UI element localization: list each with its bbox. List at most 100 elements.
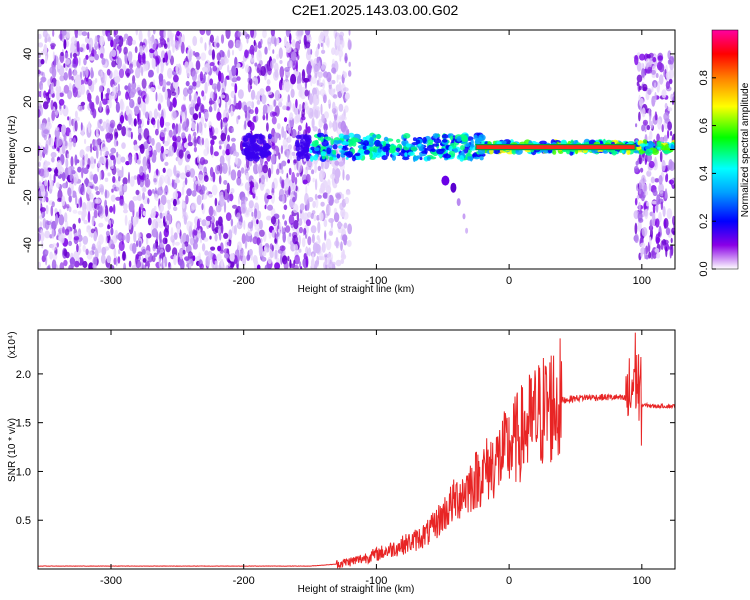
noise-cell: [201, 90, 205, 97]
noise-cell: [38, 118, 41, 130]
snr-y-scale-label: (x10⁴): [7, 331, 18, 358]
noise-cell: [95, 190, 101, 196]
noise-cell: [278, 162, 282, 170]
noise-cell: [222, 116, 228, 124]
tone-cell: [330, 138, 334, 146]
noise-cell: [223, 180, 228, 185]
noise-cell: [658, 74, 664, 85]
noise-cell: [164, 161, 169, 166]
noise-cell: [181, 34, 185, 44]
noise-cell: [298, 218, 303, 227]
noise-cell: [648, 251, 652, 259]
noise-cell: [88, 262, 94, 269]
noise-cell: [211, 49, 215, 61]
noise-cell: [59, 92, 64, 98]
noise-cell: [176, 222, 181, 235]
noise-cell: [228, 69, 232, 81]
noise-cell: [89, 193, 94, 200]
noise-cell: [144, 178, 151, 188]
noise-cell: [265, 85, 271, 93]
noise-cell: [96, 133, 100, 139]
noise-cell: [650, 176, 655, 184]
noise-cell: [235, 151, 240, 157]
noise-cell: [89, 99, 93, 110]
noise-cell: [234, 156, 239, 165]
noise-cell: [128, 171, 130, 184]
noise-cell: [347, 39, 352, 51]
noise-cell: [656, 133, 660, 142]
noise-cell: [178, 35, 182, 48]
noise-cell: [320, 201, 325, 207]
noise-cell: [121, 142, 126, 150]
noise-cell: [128, 260, 132, 268]
tone-cell: [465, 142, 470, 148]
noise-cell: [96, 147, 99, 159]
noise-cell: [118, 68, 125, 79]
noise-cell: [266, 215, 272, 221]
noise-cell: [158, 221, 164, 229]
noise-cell: [303, 77, 310, 83]
noise-cell: [260, 65, 266, 77]
noise-cell: [63, 39, 67, 50]
tone-cell: [381, 155, 388, 161]
x-tick-label: 0: [506, 575, 512, 587]
noise-cell: [227, 64, 230, 73]
noise-cell: [207, 75, 210, 87]
noise-cell: [51, 228, 55, 239]
noise-cell: [641, 107, 646, 118]
noise-cell: [68, 206, 72, 213]
noise-cell: [204, 250, 209, 256]
x-tick-label: 100: [633, 575, 651, 587]
noise-cell: [176, 135, 181, 143]
noise-cell: [656, 194, 661, 205]
noise-cell: [115, 101, 120, 113]
noise-cell: [40, 203, 43, 214]
noise-cell: [316, 255, 320, 267]
colorbar-ticks: 0.0 0.2 0.4 0.6 0.8: [698, 70, 716, 277]
noise-cell: [669, 56, 675, 65]
noise-cell: [147, 30, 151, 39]
tone-cell: [369, 136, 374, 144]
noise-cell: [201, 243, 206, 252]
noise-cell: [253, 39, 256, 47]
noise-cell: [38, 232, 41, 242]
noise-cell: [302, 228, 305, 236]
noise-cell: [650, 69, 656, 75]
noise-cell: [102, 30, 106, 37]
noise-cell: [649, 236, 652, 246]
noise-cell: [288, 232, 292, 237]
noise-cell: [131, 81, 137, 90]
noise-cell: [327, 179, 331, 189]
noise-cell: [242, 31, 248, 36]
noise-cell: [80, 79, 85, 86]
tone-cell: [402, 156, 410, 161]
tone-cell: [423, 156, 428, 161]
noise-cell: [232, 204, 238, 209]
noise-cell: [651, 85, 654, 93]
noise-cell: [74, 120, 78, 132]
noise-cell: [666, 208, 673, 220]
noise-cell: [159, 116, 165, 128]
noise-cell: [180, 41, 185, 54]
noise-cell: [641, 227, 648, 237]
noise-cell: [331, 67, 337, 74]
noise-cell: [140, 101, 146, 112]
noise-cell: [76, 231, 80, 236]
noise-cell: [145, 236, 149, 246]
noise-cell: [50, 99, 54, 111]
tone-line: [475, 144, 636, 151]
noise-cell: [75, 74, 81, 87]
noise-cell: [123, 33, 129, 39]
noise-cell: [658, 231, 661, 237]
noise-cell: [193, 230, 198, 236]
noise-cell: [267, 167, 272, 179]
noise-cell: [204, 122, 207, 129]
colorbar-tick-label: 0.4: [698, 166, 710, 181]
noise-cell: [230, 218, 234, 227]
noise-cell: [328, 204, 331, 215]
noise-cell: [138, 30, 143, 42]
snr-x-ticks: -300 -200 -100 0 100: [100, 330, 651, 587]
noise-cell: [238, 195, 240, 205]
noise-cell: [164, 122, 171, 127]
noise-cell: [304, 102, 309, 111]
